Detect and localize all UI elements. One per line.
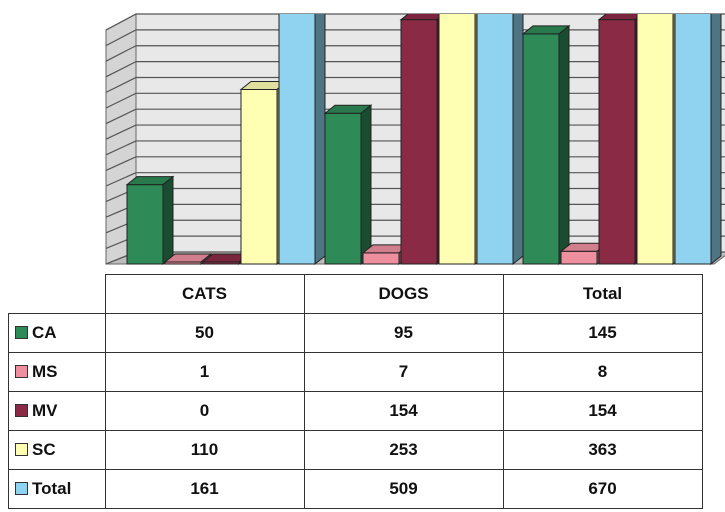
cell-ms-cats: 1 [104,352,305,392]
legend-label: MV [32,401,58,420]
column-header-dogs: DOGS [303,274,504,314]
bar-chart [105,13,725,266]
bar-ca-total [521,24,571,266]
table-row: MS 1 7 8 [8,352,703,392]
side-gridline [105,140,137,156]
table-row: CA 50 95 145 [8,313,703,353]
bar-ca-cats [125,175,175,266]
legend-label: MS [32,362,58,381]
legend-key [15,404,28,417]
cell-ca-dogs: 95 [303,313,504,353]
column-header-total: Total [502,274,703,314]
row-header-ms: MS [8,352,106,392]
bar-series [125,14,722,266]
table-row: Total 161 509 670 [8,469,703,509]
cell-total-total: 670 [502,469,703,509]
column-header-cats: CATS [104,274,305,314]
side-gridline [105,108,137,125]
cell-sc-total: 363 [502,430,703,470]
row-header-sc: SC [8,430,106,470]
legend-key [15,326,28,339]
side-gridline [105,156,137,171]
bar-ms-cats [163,252,213,266]
cell-mv-cats: 0 [104,391,305,431]
legend-key [15,482,28,495]
cell-ms-total: 8 [502,352,703,392]
cell-ms-dogs: 7 [303,352,504,392]
legend-label: Total [32,479,72,498]
table-corner [8,274,106,314]
legend-label: SC [32,440,56,459]
bar-total-dogs [476,14,524,266]
cell-ca-cats: 50 [104,313,305,353]
legend-label: CA [32,323,57,342]
bar-ca-dogs [323,104,373,266]
cell-total-cats: 161 [104,469,305,509]
side-gridline [105,76,137,93]
bar-total-cats [278,14,326,266]
table-row: SC 110 253 363 [8,430,703,470]
cell-ca-total: 145 [502,313,703,353]
row-header-mv: MV [8,391,106,431]
table-row: MV 0 154 154 [8,391,703,431]
cell-mv-dogs: 154 [303,391,504,431]
bar-total-total [674,14,722,266]
legend-key [15,365,28,378]
side-gridline [105,92,137,109]
side-gridline [105,61,137,78]
side-gridline [105,172,137,187]
side-gridline [105,29,137,47]
cell-mv-total: 154 [502,391,703,431]
data-table: CATS DOGS Total CA 50 95 145 MS 1 7 8 MV 0 154 154 SC 1… [8,274,703,509]
cell-sc-dogs: 253 [303,430,504,470]
side-gridline [105,13,137,31]
cell-sc-cats: 110 [104,430,305,470]
cell-total-dogs: 509 [303,469,504,509]
row-header-total: Total [8,469,106,509]
side-gridline [105,45,137,62]
row-header-ca: CA [8,313,106,353]
legend-key [15,443,28,456]
side-gridline [105,124,137,140]
table-header-row: CATS DOGS Total [8,274,703,314]
